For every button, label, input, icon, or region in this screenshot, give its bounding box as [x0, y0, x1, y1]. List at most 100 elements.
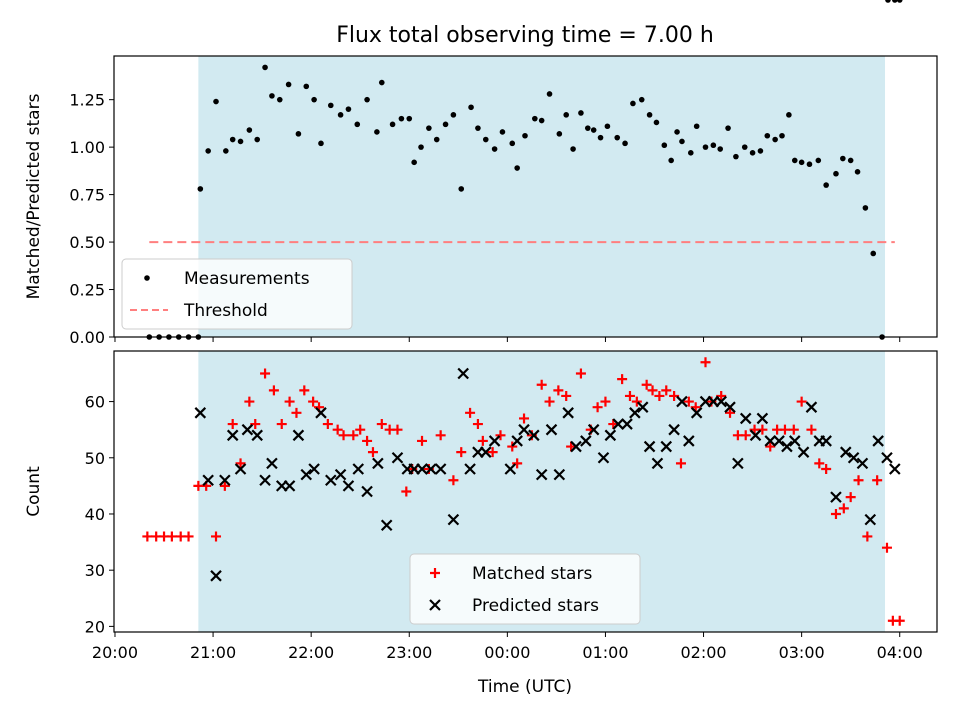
predicted-star-point [690, 407, 703, 419]
ratio-legend: Measurements Threshold [121, 258, 353, 330]
matched-star-point [566, 441, 577, 452]
predicted-star-point [457, 367, 469, 380]
matched-star-point [862, 531, 873, 542]
matched-star-point [853, 475, 864, 486]
matched-star-point [456, 447, 467, 458]
measurement-point [442, 121, 449, 128]
measurement-point [433, 136, 440, 143]
measurement-point [798, 159, 805, 166]
measurement-point [223, 148, 229, 154]
matched-star-point [355, 424, 366, 435]
matched-star-point [362, 435, 373, 446]
predicted-star-point [545, 423, 558, 436]
predicted-star-point [715, 395, 727, 408]
measurement-point [364, 96, 370, 103]
measurement-point [532, 115, 538, 122]
matched-star-point [472, 419, 483, 430]
matched-star-point [348, 430, 359, 441]
matched-star-point [519, 413, 530, 424]
x-tick-label: 00:00 [484, 643, 530, 662]
measurement-point [269, 93, 275, 99]
measurement-point [389, 121, 396, 128]
predicted-star-point [488, 435, 501, 447]
matched-star-point [830, 508, 841, 519]
measurement-point [885, 0, 891, 3]
measurement-point [262, 64, 268, 71]
predicted-star-point [636, 401, 649, 413]
measurement-point [327, 102, 334, 109]
measurement-point [246, 127, 253, 133]
predicted-star-point [266, 457, 278, 470]
matched-star-point [806, 424, 817, 435]
predicted-star-point [553, 468, 566, 481]
matched-star-point [291, 407, 302, 418]
measurement-point [614, 134, 621, 141]
predicted-star-point [643, 440, 656, 453]
predicted-star-point [749, 429, 762, 442]
matched-star-point [765, 441, 776, 452]
x-tick-label: 21:00 [190, 643, 236, 662]
matched-star-point [284, 396, 295, 407]
legend-label: Measurements [184, 269, 310, 289]
measurement-point [674, 129, 680, 135]
matched-star-point [465, 407, 476, 418]
matched-star-point [435, 430, 446, 441]
measurement-point [213, 98, 219, 105]
measurement-point [578, 110, 584, 116]
predicted-star-point [300, 468, 313, 481]
matched-star-point [683, 396, 694, 407]
predicted-star-point [732, 457, 744, 470]
measurement-point [733, 153, 739, 160]
predicted-star-point [425, 463, 437, 475]
predicted-star-point [416, 463, 428, 475]
x-tick-label: 03:00 [779, 643, 825, 662]
measurement-point [482, 136, 489, 143]
matched-star-point [814, 458, 825, 469]
matched-star-point [669, 390, 680, 401]
matched-star-point [796, 396, 807, 407]
predicted-star-point [587, 423, 600, 436]
matched-star-point [417, 435, 428, 446]
predicted-star-point [434, 463, 447, 475]
measurement-point [668, 157, 674, 164]
measurement-point [205, 148, 211, 154]
predicted-star-point [226, 429, 239, 442]
measurement-point [411, 159, 417, 166]
predicted-star-point [372, 457, 384, 470]
measurement-point [475, 125, 481, 131]
measurement-point [254, 136, 261, 143]
predicted-star-point [683, 435, 695, 447]
matched-star-point [675, 458, 686, 469]
predicted-star-point [668, 423, 680, 436]
predicted-star-point [194, 407, 207, 419]
measurement-point [509, 140, 516, 147]
y-tick-label: 0.25 [69, 281, 105, 300]
measurement-point [229, 136, 236, 143]
matched-star-point [608, 419, 619, 430]
predicted-star-point [391, 452, 404, 464]
matched-star-point [308, 396, 319, 407]
measurement-point [896, 0, 903, 3]
measurement-point [815, 157, 822, 164]
measurement-point [710, 142, 717, 149]
matched-star-point [507, 441, 518, 452]
matched-star-point [338, 430, 349, 441]
measurement-point [563, 112, 570, 118]
y-axis-label: Count [24, 466, 44, 517]
measurement-point [823, 182, 829, 188]
matched-star-point [227, 419, 238, 430]
measurement-point [679, 138, 685, 145]
measurement-point [764, 132, 771, 139]
x-axis-label: Time (UTC) [477, 677, 572, 697]
matched-star-point [448, 475, 459, 486]
matched-star-point [647, 385, 658, 396]
predicted-star-point [881, 452, 893, 464]
measurement-point [725, 125, 731, 131]
matched-star-point [142, 531, 153, 542]
matched-star-point [322, 419, 333, 430]
measurement-point [622, 140, 628, 147]
matched-star-point [477, 435, 488, 446]
matched-star-point [495, 430, 506, 441]
matched-star-point [575, 368, 586, 379]
